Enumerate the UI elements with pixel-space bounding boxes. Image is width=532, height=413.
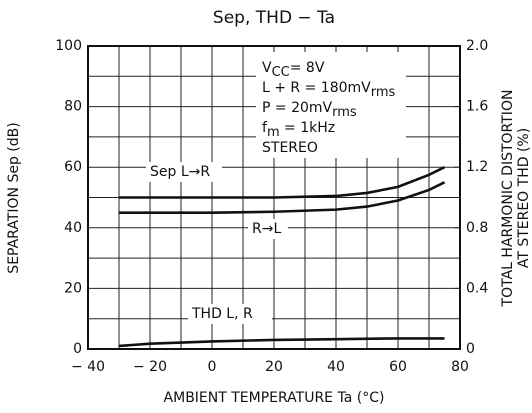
x-tick-label: 80: [451, 359, 469, 375]
condition-text: STEREO: [262, 140, 318, 156]
y2-tick-label: 0.4: [466, 280, 488, 296]
condition-text: f: [262, 120, 268, 136]
y2-tick-label: 1.2: [466, 159, 488, 175]
condition: VCC= 8V: [262, 60, 325, 80]
y2-axis-label: AT STEREO THD (%): [516, 128, 532, 268]
conditions-bg: [256, 52, 406, 158]
y-tick-label: 40: [64, 220, 82, 236]
condition-text: = 8V: [290, 60, 325, 76]
subscript: rms: [371, 85, 396, 100]
label-bg: [188, 304, 272, 324]
x-tick-label: − 20: [133, 359, 167, 375]
series-label: Sep L→R: [150, 164, 210, 180]
y-axis-label: SEPARATION Sep (dB): [6, 122, 22, 273]
subscript: rms: [332, 105, 357, 120]
chart-title: Sep, THD − Ta: [213, 8, 335, 28]
y2-axis-label: TOTAL HARMONIC DISTORTION: [500, 90, 516, 308]
x-tick-label: 60: [389, 359, 407, 375]
line-series: [119, 166, 446, 199]
x-tick-label: 40: [327, 359, 345, 375]
condition-text: = 1kHz: [280, 120, 336, 136]
plot-frame: [87, 45, 461, 350]
x-axis-label: AMBIENT TEMPERATURE Ta (°C): [164, 390, 385, 406]
condition-text: L + R = 180mV: [262, 80, 371, 96]
condition: fm = 1kHz: [262, 120, 335, 140]
condition: STEREO: [262, 140, 318, 156]
y2-tick-label: 0.8: [466, 220, 488, 236]
x-tick-label: − 40: [71, 359, 105, 375]
condition: L + R = 180mVrms: [262, 80, 396, 100]
y-tick-label: 20: [64, 280, 82, 296]
series-label: THD L, R: [191, 306, 253, 322]
label-bg: [146, 162, 222, 182]
series-label: R→L: [252, 221, 281, 237]
y2-tick-label: 0: [466, 341, 475, 357]
y-tick-label: 80: [64, 99, 82, 115]
x-tick-label: 0: [208, 359, 217, 375]
y-tick-label: 0: [73, 341, 82, 357]
line-series: [118, 337, 445, 348]
y-tick-label: 100: [55, 38, 82, 54]
subscript: CC: [272, 65, 290, 80]
condition-text: V: [262, 60, 272, 76]
condition-text: P = 20mV: [262, 100, 333, 116]
label-bg: [248, 219, 288, 239]
condition: P = 20mVrms: [262, 100, 357, 120]
x-tick-label: 20: [265, 359, 283, 375]
subscript: m: [267, 125, 280, 140]
y2-tick-label: 1.6: [466, 99, 488, 115]
y-tick-label: 60: [64, 159, 82, 175]
line-series: [119, 181, 446, 214]
y2-tick-label: 2.0: [466, 38, 488, 54]
